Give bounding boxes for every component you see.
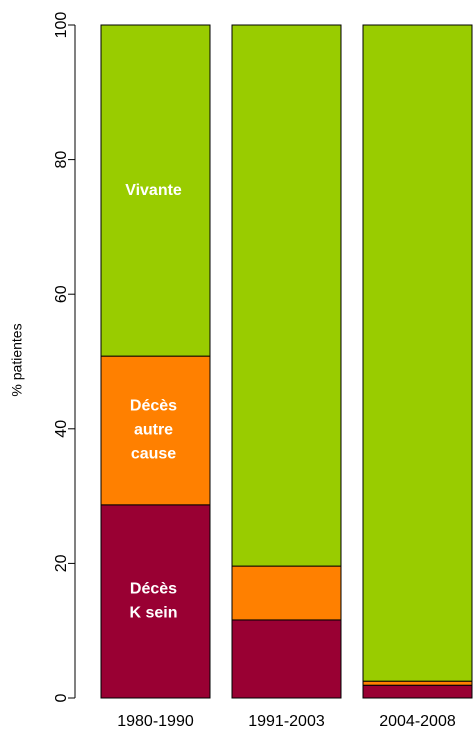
x-tick-label: 2004-2008 bbox=[379, 713, 456, 730]
segment-label: Décès bbox=[130, 581, 177, 598]
bar-segment bbox=[231, 619, 342, 699]
y-tick-label: 100 bbox=[53, 12, 70, 39]
y-tick-label: 60 bbox=[53, 285, 70, 303]
bar-segment bbox=[362, 680, 473, 686]
y-tick-label: 40 bbox=[53, 420, 70, 438]
segment-label: autre bbox=[134, 422, 173, 439]
segment-label: cause bbox=[131, 446, 176, 463]
bar-segment bbox=[100, 355, 211, 506]
segment-label: Vivante bbox=[125, 182, 182, 199]
bar-segment bbox=[100, 24, 211, 357]
y-axis-label: % patientes bbox=[9, 323, 25, 396]
y-tick-label: 0 bbox=[53, 693, 70, 702]
bar-segment bbox=[231, 565, 342, 621]
x-tick-label: 1991-2003 bbox=[248, 713, 325, 730]
segment-label: K sein bbox=[129, 605, 177, 622]
bar-segment bbox=[362, 24, 473, 682]
bar-segment bbox=[100, 504, 211, 699]
y-tick-label: 20 bbox=[53, 554, 70, 572]
segment-label: Décès bbox=[130, 398, 177, 415]
bar-segment bbox=[231, 24, 342, 567]
bar-segment bbox=[362, 684, 473, 699]
y-tick-label: 80 bbox=[53, 151, 70, 169]
x-tick-label: 1980-1990 bbox=[117, 713, 194, 730]
